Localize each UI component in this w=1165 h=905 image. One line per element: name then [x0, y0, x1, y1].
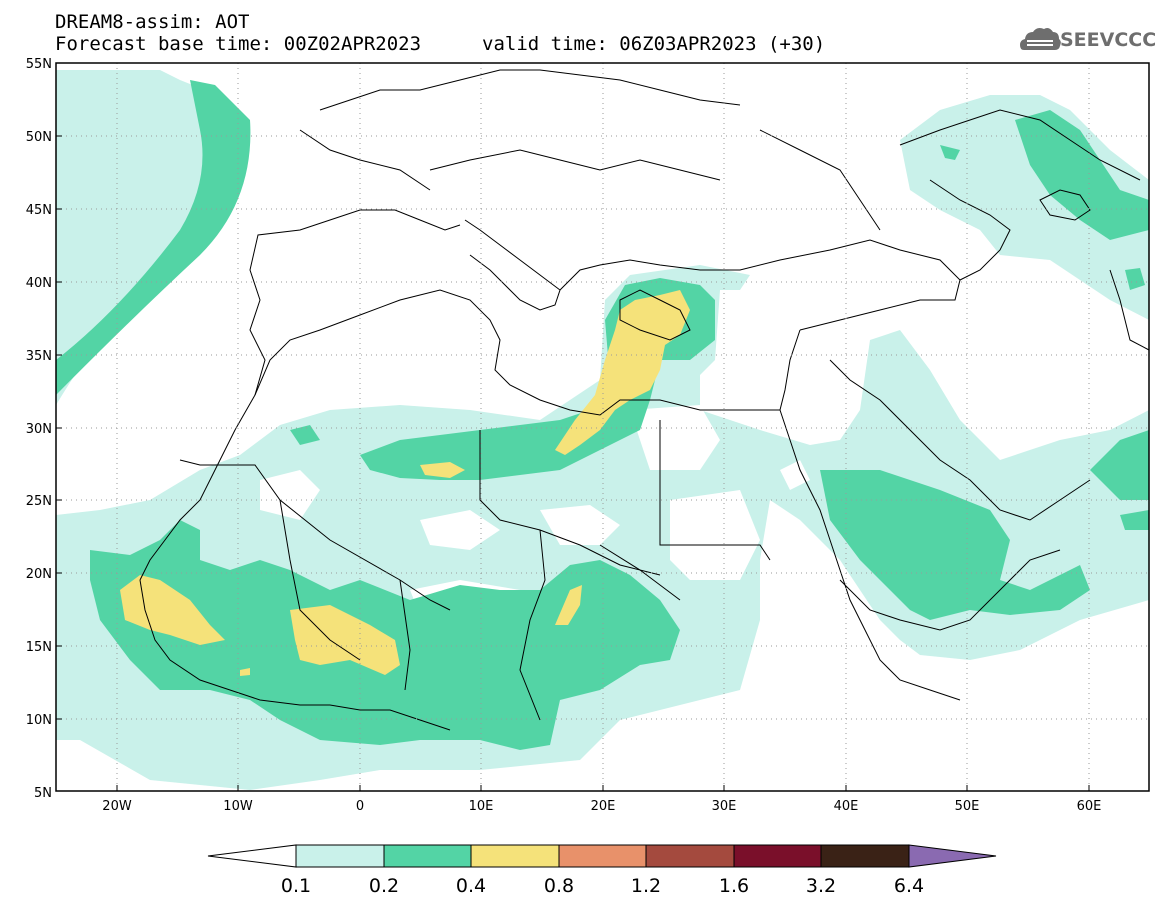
colorbar-segment [295, 844, 385, 868]
colorbar-label: 0.1 [281, 875, 311, 897]
lon-label: 10W [223, 799, 253, 814]
colorbar: 0.1 0.2 0.4 0.8 1.2 1.6 3.2 6.4 [207, 844, 997, 897]
lon-label: 50E [955, 799, 980, 814]
colorbar-label: 6.4 [894, 875, 924, 897]
colorbar-segment [645, 844, 735, 868]
lon-label: 20W [102, 799, 132, 814]
colorbar-segment [470, 844, 560, 868]
lon-label: 0 [356, 799, 364, 814]
coastlines [139, 69, 1149, 731]
valid-time: valid time: 06Z03APR2023 (+30) [482, 33, 826, 55]
axis-ticks [56, 62, 1090, 792]
lat-label: 10N [26, 713, 52, 728]
colorbar-label: 1.2 [631, 875, 661, 897]
aot-gap [260, 405, 810, 615]
lat-label: 15N [26, 640, 52, 655]
colorbar-segment [733, 844, 822, 868]
forecast-base-time: Forecast base time: 00Z02APR2023 [55, 33, 422, 55]
colorbar-label: 3.2 [806, 875, 836, 897]
aot-layer-0-4 [120, 290, 690, 676]
lon-label: 20E [591, 799, 616, 814]
lon-label: 40E [834, 799, 859, 814]
colorbar-left-arrow [207, 844, 297, 868]
lon-label: 10E [469, 799, 494, 814]
longitude-labels: 20W 10W 0 10E 20E 30E 40E 50E 60E [102, 799, 1101, 814]
lat-label: 50N [26, 130, 52, 145]
graticule [56, 63, 1149, 791]
colorbar-segment [820, 844, 910, 868]
lat-label: 5N [34, 786, 52, 801]
lat-label: 40N [26, 276, 52, 291]
colorbar-segment [558, 844, 647, 868]
colorbar-label: 0.8 [544, 875, 574, 897]
lon-label: 30E [712, 799, 737, 814]
colorbar-right-arrow [908, 844, 997, 868]
lat-label: 55N [26, 57, 52, 72]
colorbar-label: 0.2 [369, 875, 399, 897]
lat-label: 35N [26, 349, 52, 364]
colorbar-label: 1.6 [719, 875, 749, 897]
logo-text: SEEVCCC [1060, 29, 1157, 51]
lat-label: 25N [26, 494, 52, 509]
colorbar-segment [383, 844, 472, 868]
cloud-icon [1020, 28, 1061, 50]
lat-label: 45N [26, 203, 52, 218]
map-title: DREAM8-assim: AOT [55, 11, 250, 33]
latitude-labels: 55N 50N 45N 40N 35N 30N 25N 20N 15N 10N … [26, 57, 52, 801]
lon-label: 60E [1077, 799, 1102, 814]
colorbar-label: 0.4 [456, 875, 486, 897]
lat-label: 30N [26, 422, 52, 437]
lat-label: 20N [26, 567, 52, 582]
